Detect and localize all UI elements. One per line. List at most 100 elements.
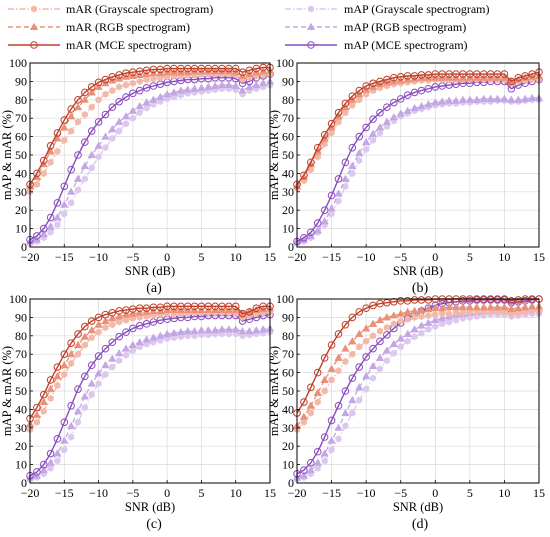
data-point: [300, 398, 308, 406]
data-point: [252, 304, 261, 313]
legend-entry: mAP (MCE spectrogram): [285, 38, 468, 52]
data-point: [411, 333, 418, 341]
data-point: [376, 108, 384, 117]
data-point: [245, 326, 254, 335]
data-point: [80, 161, 89, 170]
data-point: [60, 350, 69, 359]
data-point: [95, 380, 102, 388]
data-point: [245, 66, 254, 75]
data-point: [314, 464, 321, 472]
data-point: [115, 312, 124, 320]
data-point: [176, 86, 185, 94]
data-point: [68, 199, 75, 207]
data-point: [320, 354, 329, 362]
data-point: [102, 144, 109, 152]
data-point: [115, 117, 124, 125]
data-point: [87, 83, 96, 91]
data-point: [514, 303, 523, 312]
data-point: [224, 80, 233, 89]
data-point: [54, 147, 61, 155]
series-mar-rgb-spectrogram: [292, 302, 544, 429]
y-tick-label: 90: [282, 74, 294, 88]
data-point: [67, 339, 75, 347]
data-point: [190, 84, 199, 92]
data-point: [80, 332, 89, 340]
data-point: [122, 328, 130, 336]
x-tick-label: −10: [357, 486, 376, 500]
panel-label: (b): [412, 281, 429, 296]
data-point: [54, 457, 61, 465]
data-point: [355, 383, 364, 391]
y-tick-label: 30: [15, 185, 27, 199]
data-point: [245, 82, 254, 90]
data-point: [307, 383, 315, 392]
data-point: [108, 103, 117, 111]
data-point: [135, 102, 144, 110]
data-point: [73, 102, 83, 111]
y-axis-label: mAP & mAR (%): [267, 110, 281, 200]
data-point: [320, 449, 329, 457]
data-point: [417, 102, 426, 110]
y-axis-label: mAP & mAR (%): [267, 346, 281, 436]
data-point: [362, 324, 371, 332]
data-point: [116, 318, 123, 326]
data-point: [67, 112, 76, 120]
data-point: [431, 315, 440, 324]
data-point: [94, 313, 103, 322]
data-point: [410, 88, 419, 97]
data-point: [87, 88, 96, 96]
data-point: [431, 98, 440, 106]
data-point: [252, 326, 261, 334]
data-point: [335, 367, 342, 375]
data-point: [313, 458, 322, 466]
data-point: [320, 206, 329, 214]
data-point: [67, 401, 75, 410]
data-point: [424, 304, 433, 313]
data-point: [410, 74, 419, 82]
chart-panels: −20 −15 −10 −5 0 5 10 150102030405060708090100S…: [0, 56, 545, 532]
data-point: [53, 213, 62, 221]
data-point: [369, 136, 377, 144]
data-point: [472, 95, 481, 103]
data-point: [61, 370, 68, 378]
y-tick-label: 70: [15, 347, 27, 361]
y-tick-label: 10: [15, 222, 27, 236]
data-point: [122, 316, 130, 324]
tick-labels: −20 −15 −10 −5 0 5 10 15 0 10 20 30 40 50 60 70 80 90 100: [9, 56, 276, 264]
x-axis-label: SNR (dB): [125, 264, 175, 278]
data-point: [403, 307, 412, 315]
data-point: [389, 113, 398, 121]
x-tick-label: 15: [533, 250, 545, 264]
data-point: [299, 412, 309, 420]
data-point: [451, 96, 461, 104]
data-point: [376, 77, 384, 86]
data-point: [81, 138, 89, 146]
data-point: [486, 94, 495, 102]
data-point: [95, 328, 102, 336]
data-point: [362, 353, 370, 361]
data-point: [81, 110, 88, 119]
data-point: [417, 305, 426, 314]
data-point: [116, 127, 123, 135]
legend-entry: mAR (Grayscale spectrogram): [8, 2, 213, 16]
data-point: [87, 379, 96, 387]
data-point: [197, 67, 206, 75]
data-point: [356, 343, 363, 351]
data-point: [369, 344, 377, 353]
data-point: [184, 332, 191, 340]
data-point: [479, 303, 488, 311]
data-point: [418, 329, 425, 337]
data-point: [231, 64, 240, 73]
data-point: [356, 396, 363, 404]
data-point: [320, 217, 329, 225]
data-point: [431, 303, 440, 312]
data-point: [521, 94, 530, 102]
data-point: [53, 199, 62, 207]
legend-label: mAR (MCE spectrogram): [66, 38, 191, 52]
data-point: [33, 180, 40, 188]
y-tick-label: 50: [282, 384, 294, 398]
data-point: [307, 409, 314, 417]
data-point: [80, 392, 89, 400]
legend: mAR (Grayscale spectrogram) mAR (RGB spec…: [8, 2, 490, 52]
data-point: [313, 388, 322, 396]
